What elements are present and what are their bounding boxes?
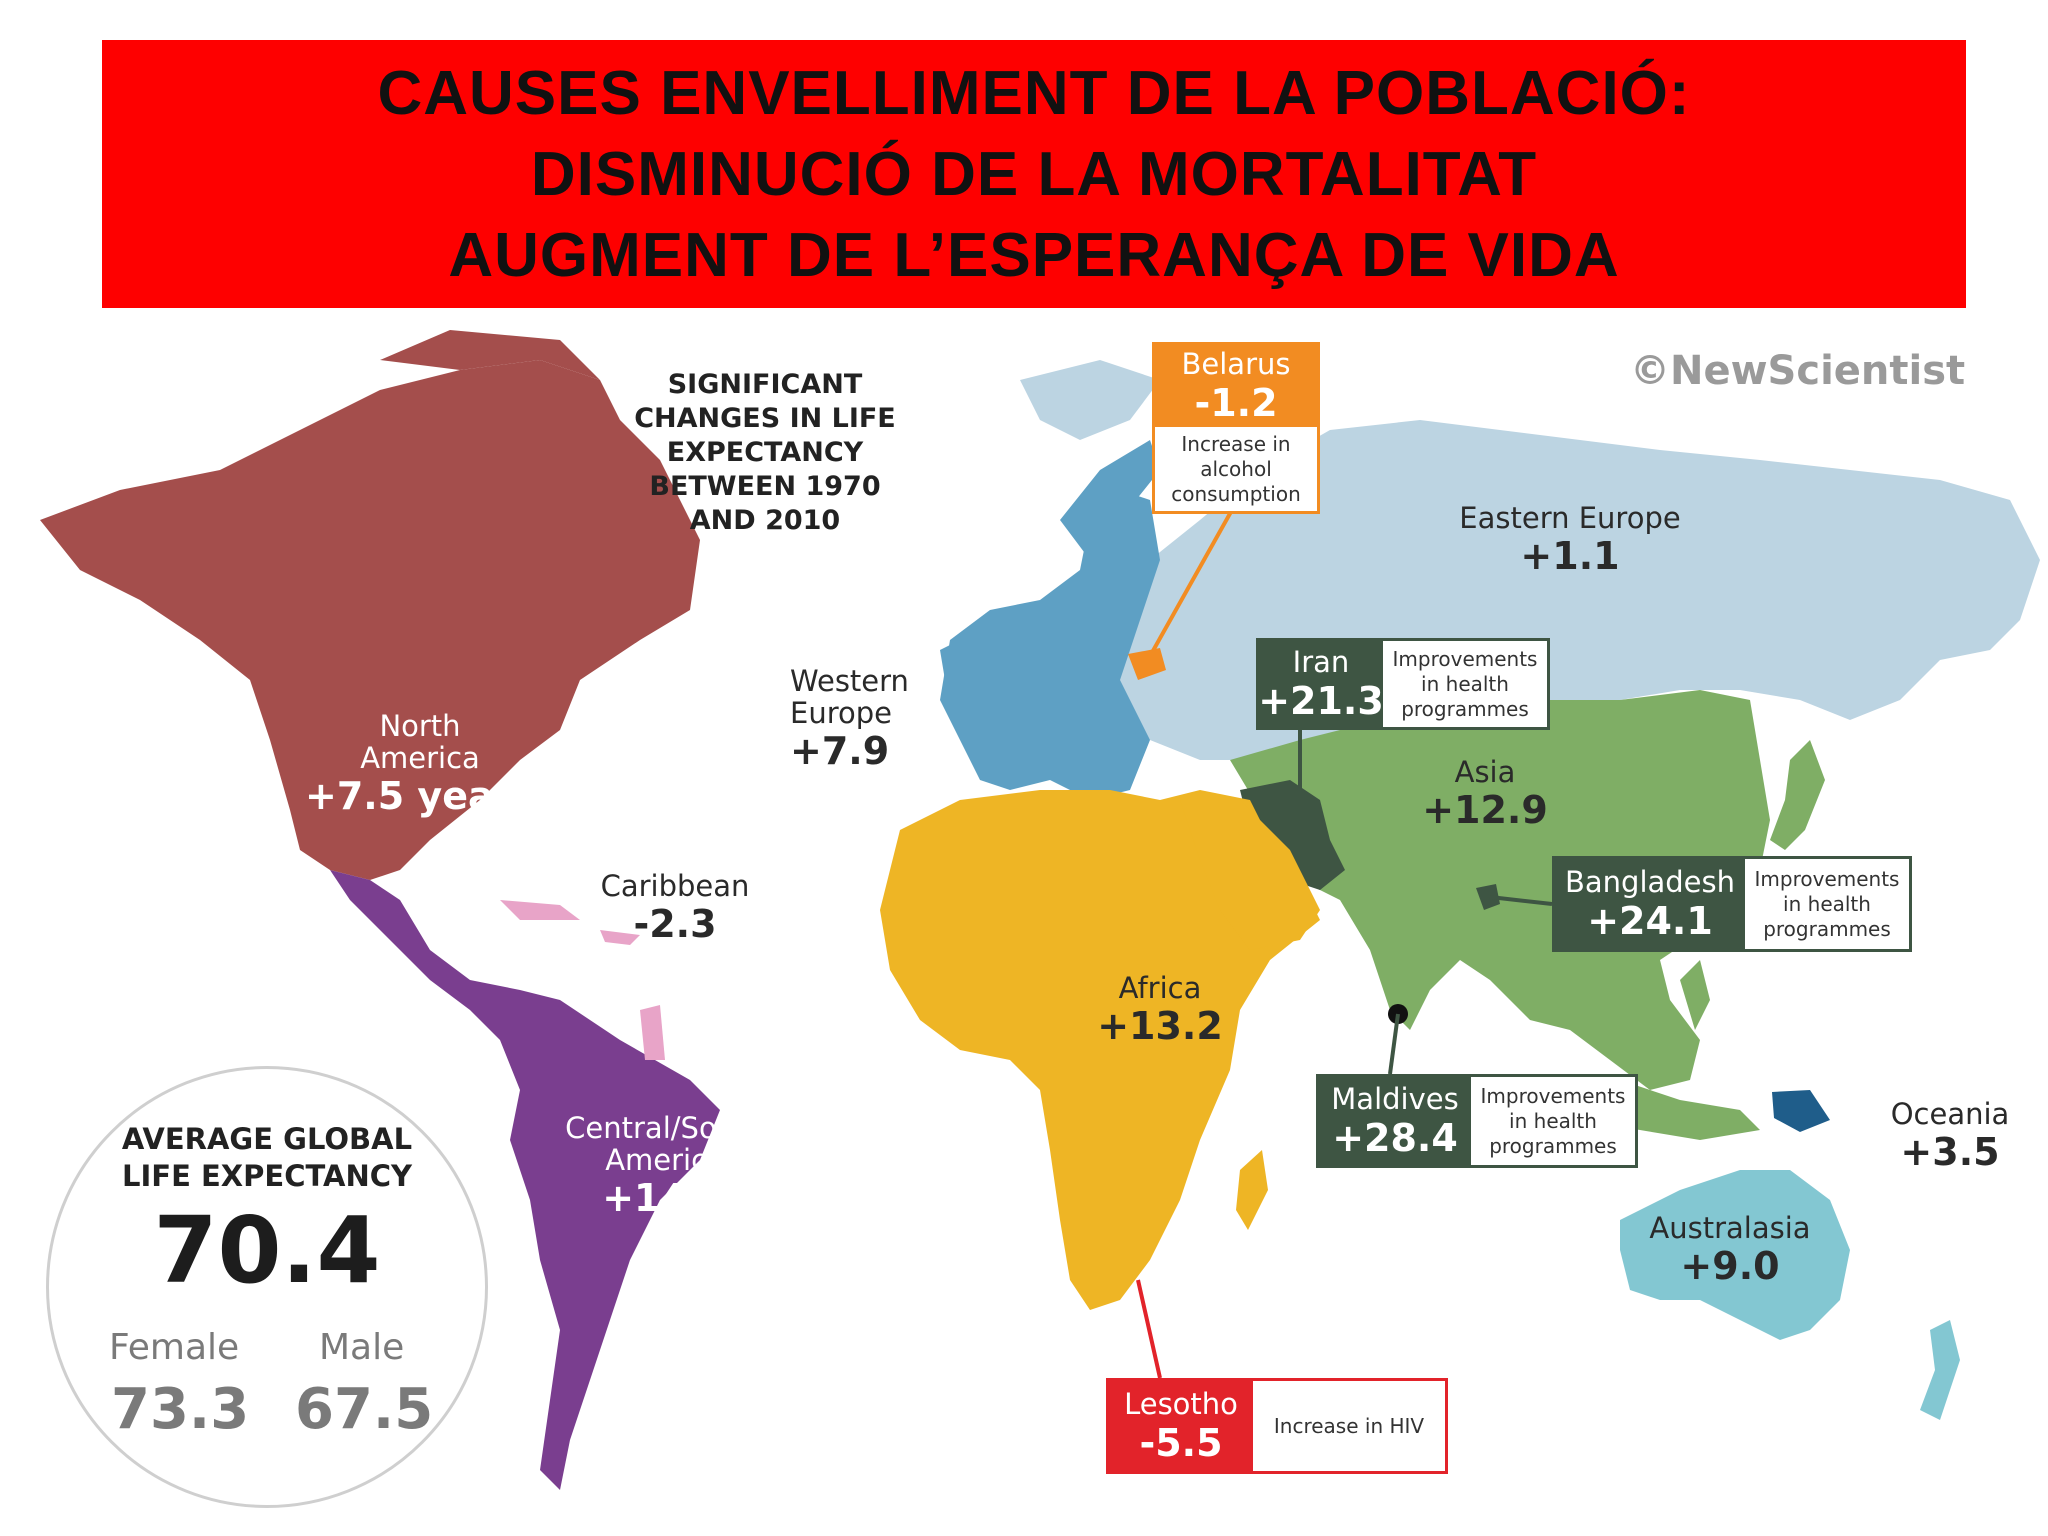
region-north-america: [40, 360, 700, 880]
title-line-2: DISMINUCIÓ DE LA MORTALITAT: [530, 139, 1538, 209]
label-central-south-america: Central/South America +14.3: [565, 1111, 765, 1220]
global-title: AVERAGE GLOBAL LIFE EXPECTANCY: [121, 1122, 413, 1193]
callout-lesotho: Lesotho -5.5 Increase in HIV: [1106, 1378, 1448, 1474]
label-western-europe: Western Europe +7.9: [790, 664, 909, 773]
female-label: Female: [109, 1327, 240, 1368]
belarus-leader: [1143, 509, 1234, 666]
maldives-leader: [1388, 1013, 1400, 1075]
title-banner: CAUSES ENVELLIMENT DE LA POBLACIÓ: DISMI…: [102, 40, 1966, 308]
title-line-3: AUGMENT DE L’ESPERANÇA DE VIDA: [448, 220, 1620, 290]
label-asia: Asia +12.9: [1422, 755, 1548, 832]
callout-bangladesh: Bangladesh +24.1 Improvements in health …: [1552, 856, 1912, 952]
global-value: 70.4: [153, 1197, 381, 1304]
region-oceania: [1772, 1090, 1830, 1132]
male-label: Male: [319, 1327, 405, 1368]
region-central-south-america: [330, 870, 720, 1490]
callout-maldives: Maldives +28.4 Improvements in health pr…: [1316, 1074, 1638, 1168]
label-oceania: Oceania +3.5: [1890, 1097, 2010, 1174]
label-eastern-europe: Eastern Europe +1.1: [1459, 501, 1681, 578]
region-africa: [880, 790, 1320, 1310]
title-line-1: CAUSES ENVELLIMENT DE LA POBLACIÓ:: [377, 58, 1691, 128]
region-western-europe: [940, 490, 1160, 800]
region-bangladesh: [1476, 884, 1500, 910]
male-value: 67.5: [295, 1377, 434, 1442]
callout-iran: Iran +21.3 Improvements in health progra…: [1256, 638, 1550, 730]
region-asia: [1230, 690, 1770, 1090]
region-caribbean: [500, 900, 580, 920]
credit-label: ©NewScientist: [1630, 348, 1966, 394]
label-africa: Africa +13.2: [1097, 971, 1223, 1048]
region-australasia: [1620, 1170, 1850, 1340]
region-iran: [1240, 780, 1345, 890]
label-north-america: North America +7.5 years: [305, 709, 535, 818]
label-caribbean: Caribbean -2.3: [600, 869, 750, 946]
label-australasia: Australasia +9.0: [1649, 1211, 1811, 1288]
lesotho-leader: [1136, 1279, 1162, 1379]
bangladesh-leader: [1489, 895, 1553, 906]
callout-belarus: Belarus -1.2 Increase in alcohol consump…: [1152, 342, 1320, 514]
global-life-expectancy-panel: AVERAGE GLOBAL LIFE EXPECTANCY 70.4 Fema…: [46, 1066, 488, 1508]
female-value: 73.3: [111, 1377, 250, 1442]
map-subtitle: SIGNIFICANT CHANGES IN LIFE EXPECTANCY B…: [634, 369, 896, 536]
